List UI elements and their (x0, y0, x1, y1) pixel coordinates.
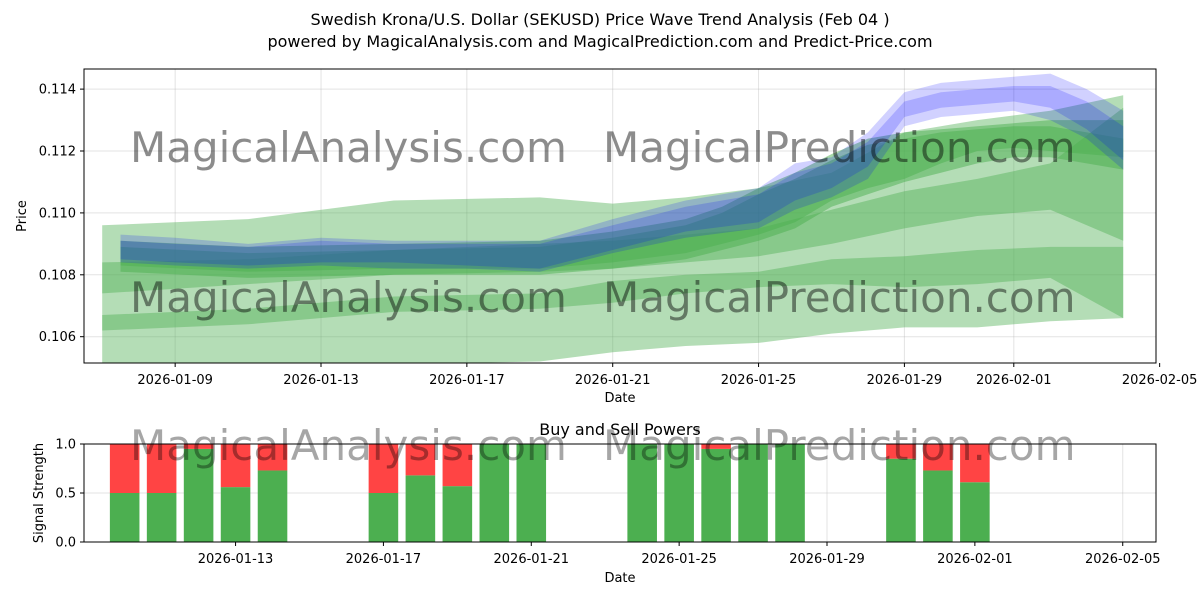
main-x-tick-label: 2026-02-05 (1122, 373, 1198, 388)
green-trend-band (102, 246, 1124, 331)
main-x-tick-label: 2026-01-13 (283, 373, 359, 388)
buy-bar (220, 487, 251, 542)
bar-y-tick-label: 0.5 (55, 487, 76, 502)
bar-y-tick-label: 0.0 (55, 536, 76, 551)
buy-bar (516, 444, 547, 542)
bar-x-tick-label: 2026-02-05 (1085, 552, 1161, 567)
main-x-tick-label: 2026-01-21 (575, 373, 651, 388)
main-x-tick-label: 2026-01-29 (867, 373, 943, 388)
sell-bar (146, 444, 177, 493)
sell-bar (923, 444, 953, 471)
buy-bar (701, 448, 731, 542)
buy-bar (664, 444, 694, 542)
buy-bar (146, 493, 177, 542)
sell-bar (960, 444, 990, 483)
sell-bar (442, 444, 473, 487)
main-x-tick-label: 2026-01-09 (137, 373, 213, 388)
buy-bar (479, 444, 510, 542)
bar-x-axis-label: Date (604, 571, 635, 586)
watermark-text: MagicalPrediction.com (603, 273, 1076, 322)
main-x-axis-label: Date (604, 391, 635, 406)
main-y-tick-label: 0.108 (39, 268, 76, 283)
sell-bar (886, 444, 916, 459)
buy-bar (886, 458, 916, 542)
blue-price-wave (120, 86, 1124, 269)
bar-x-tick-label: 2026-01-29 (789, 552, 865, 567)
sell-bar (183, 444, 214, 449)
watermark-text: MagicalPrediction.com (603, 123, 1076, 172)
main-plot-frame (83, 68, 1157, 364)
main-plot-area (84, 69, 1156, 363)
watermark-text: MagicalAnalysis.com (130, 123, 567, 172)
buy-bar (368, 493, 399, 542)
main-x-tick-label: 2026-01-25 (721, 373, 797, 388)
main-y-tick-label: 0.112 (39, 145, 76, 160)
bar-chart-title: Buy and Sell Powers (539, 420, 701, 439)
sell-bar (368, 444, 399, 493)
main-y-tick-label: 0.106 (39, 330, 76, 345)
main-y-tick-label: 0.110 (39, 206, 76, 221)
buy-bar (257, 470, 288, 542)
green-trend-band (120, 126, 1124, 278)
buy-bar (405, 475, 436, 542)
buy-bar (109, 493, 140, 542)
bar-x-tick-label: 2026-02-01 (937, 552, 1013, 567)
chart-title: Swedish Krona/U.S. Dollar (SEKUSD) Price… (310, 10, 890, 29)
buy-bar (738, 444, 768, 542)
buy-bar (923, 470, 953, 542)
watermark-text: MagicalAnalysis.com (130, 273, 567, 322)
bar-x-tick-label: 2026-01-25 (641, 552, 717, 567)
chart-subtitle: powered by MagicalAnalysis.com and Magic… (267, 32, 933, 51)
main-x-tick-label: 2026-01-17 (429, 373, 505, 388)
main-y-axis-label: Price (15, 200, 30, 232)
bar-x-tick-label: 2026-01-21 (494, 552, 570, 567)
sell-bar (220, 444, 251, 488)
main-x-tick-label: 2026-02-01 (976, 373, 1052, 388)
sell-bar (405, 444, 436, 476)
buy-bar (775, 444, 805, 542)
watermark-text: MagicalAnalysis.com (130, 421, 567, 470)
sell-bar (257, 444, 288, 471)
main-y-tick-label: 0.114 (39, 83, 76, 98)
sell-bar (701, 444, 731, 449)
bar-x-tick-label: 2026-01-13 (198, 552, 274, 567)
watermark-text: MagicalPrediction.com (603, 421, 1076, 470)
buy-bar (442, 486, 473, 542)
buy-bar (960, 482, 990, 542)
bar-x-tick-label: 2026-01-17 (346, 552, 422, 567)
bar-y-axis-label: Signal Strength (32, 443, 47, 543)
buy-bar (183, 448, 214, 542)
sell-bar (109, 444, 140, 493)
bar-y-tick-label: 1.0 (55, 438, 76, 453)
buy-bar (627, 444, 657, 542)
blue-price-wave (120, 73, 1124, 272)
